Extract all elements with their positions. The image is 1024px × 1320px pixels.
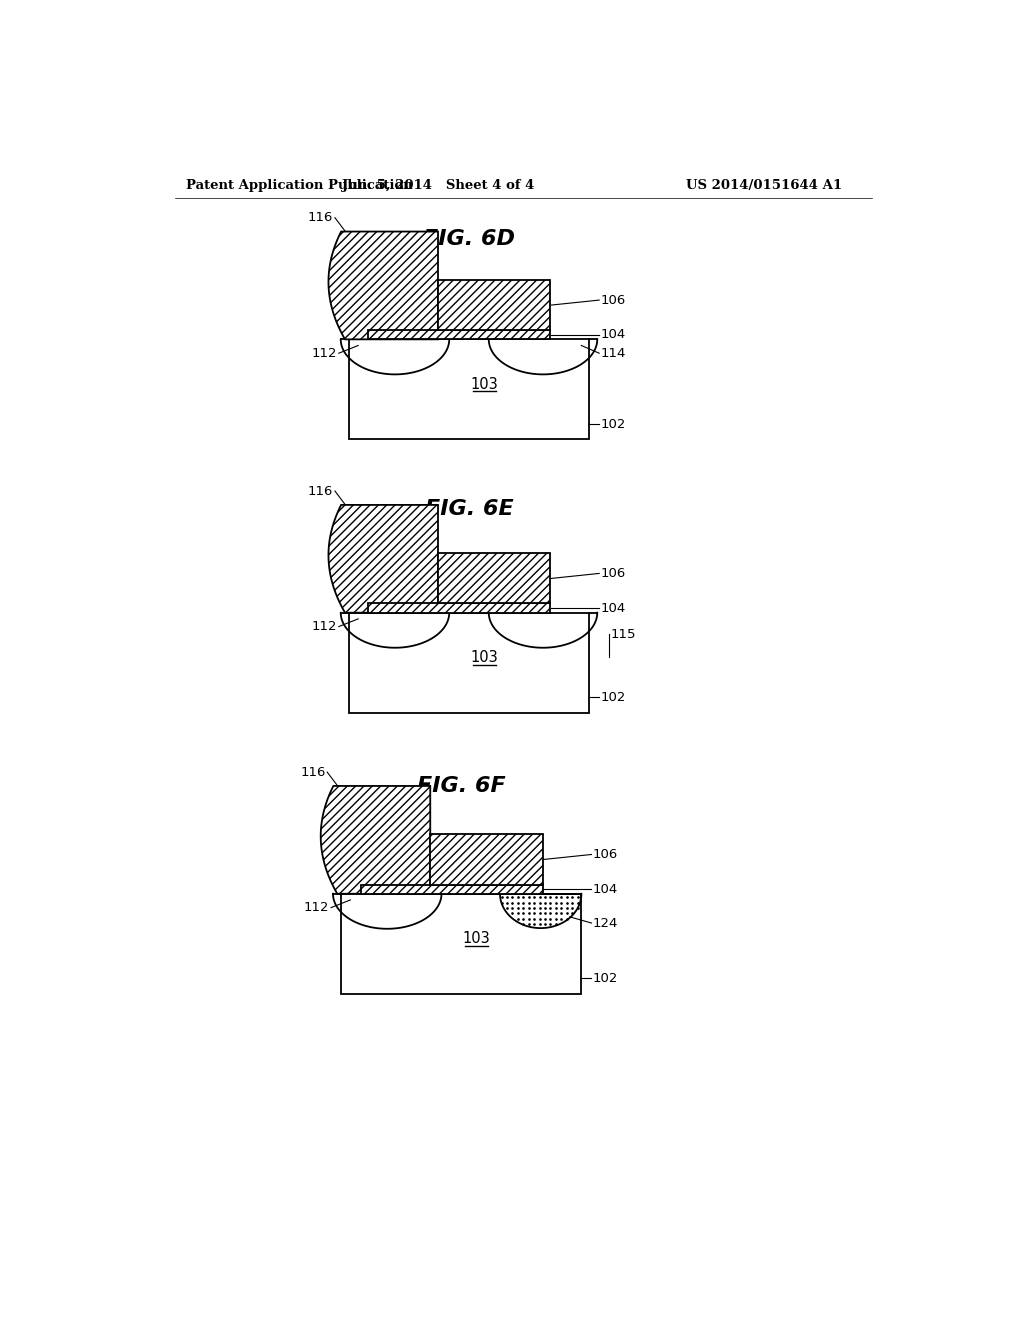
Text: 112: 112 [311, 347, 337, 360]
Text: 112: 112 [311, 620, 337, 634]
Text: 103: 103 [471, 651, 499, 665]
Bar [369, 330, 550, 339]
Bar [360, 884, 543, 894]
Bar [430, 834, 543, 884]
Text: 104: 104 [593, 883, 618, 896]
Bar [438, 553, 550, 603]
Text: 104: 104 [601, 602, 626, 615]
Bar [369, 603, 550, 612]
Text: 115: 115 [611, 628, 636, 640]
Text: 104: 104 [601, 329, 626, 342]
Text: US 2014/0151644 A1: US 2014/0151644 A1 [686, 178, 842, 191]
Text: 116: 116 [308, 211, 334, 224]
Text: 106: 106 [593, 847, 618, 861]
Polygon shape [329, 231, 438, 339]
Text: 116: 116 [300, 766, 326, 779]
Bar [349, 339, 589, 440]
Bar [341, 894, 582, 994]
Text: FIG. 6D: FIG. 6D [423, 230, 515, 249]
Text: 106: 106 [601, 293, 626, 306]
Text: Jun. 5, 2014   Sheet 4 of 4: Jun. 5, 2014 Sheet 4 of 4 [342, 178, 535, 191]
Text: 102: 102 [601, 417, 626, 430]
Text: FIG. 6E: FIG. 6E [425, 499, 513, 519]
Text: 106: 106 [601, 566, 626, 579]
Text: 102: 102 [593, 972, 618, 985]
Bar [349, 612, 589, 713]
Text: 116: 116 [308, 484, 334, 498]
Text: 112: 112 [304, 902, 330, 915]
Text: 124: 124 [593, 916, 618, 929]
Bar [438, 280, 550, 330]
Text: 102: 102 [601, 690, 626, 704]
Text: 103: 103 [471, 378, 499, 392]
Text: FIG. 6F: FIG. 6F [417, 776, 506, 796]
Text: Patent Application Publication: Patent Application Publication [186, 178, 413, 191]
Text: 103: 103 [463, 932, 490, 946]
Text: 114: 114 [601, 347, 626, 360]
Polygon shape [329, 506, 438, 612]
Polygon shape [321, 785, 430, 894]
